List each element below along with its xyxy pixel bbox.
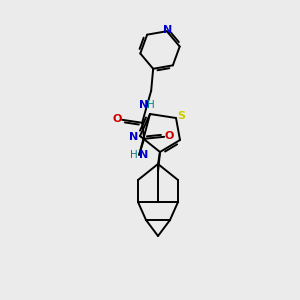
Text: H: H xyxy=(147,100,155,110)
Text: O: O xyxy=(164,131,174,141)
Text: N: N xyxy=(139,100,148,110)
Text: H: H xyxy=(130,150,138,160)
Text: S: S xyxy=(177,111,185,121)
Text: N: N xyxy=(139,150,148,160)
Text: O: O xyxy=(112,114,122,124)
Text: N: N xyxy=(163,25,172,35)
Text: N: N xyxy=(129,132,139,142)
